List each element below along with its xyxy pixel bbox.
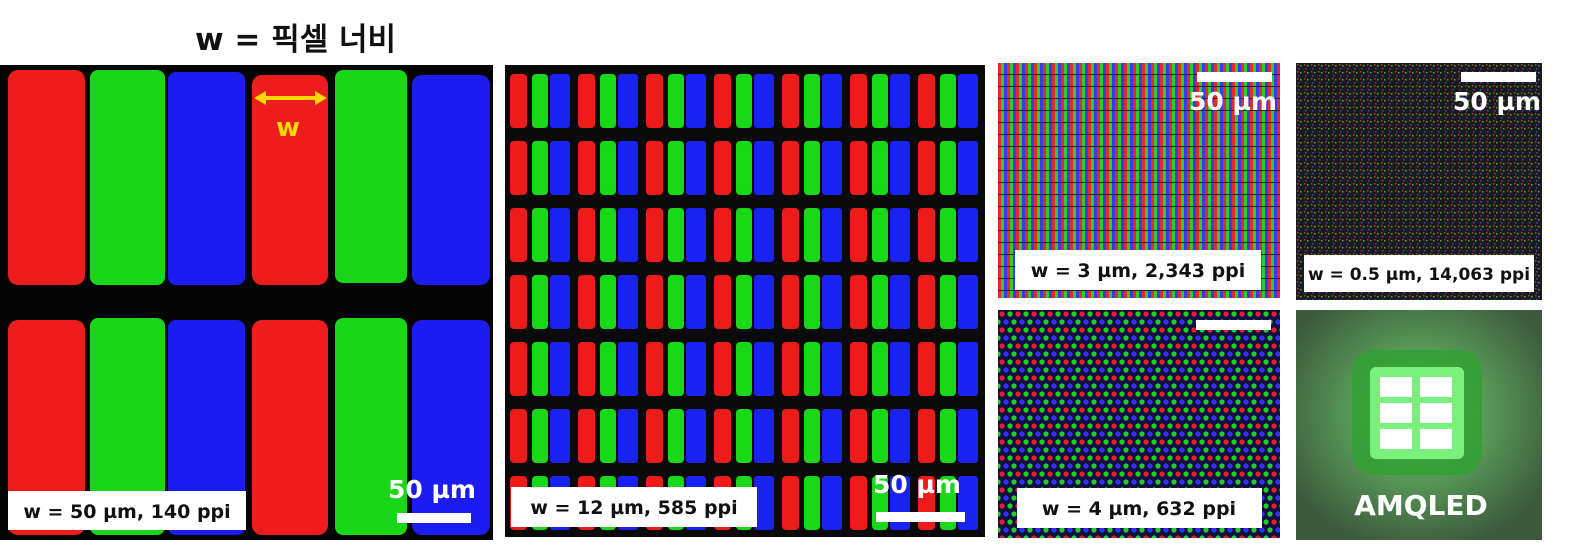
scale-label: 50 µm	[388, 475, 476, 504]
panel-speckle: 50 µm w = 0.5 µm, 14,063 ppi	[1296, 63, 1542, 300]
scale-label: 50 µm	[1453, 87, 1541, 116]
panel-medium-pixels: w = 12 µm, 585 ppi 50 µm	[505, 65, 985, 537]
panel-large-pixels: w w = 50 µm, 140 ppi 50 µm	[0, 65, 493, 540]
caption: w = 50 µm, 140 ppi	[23, 501, 230, 523]
w-label: w	[276, 113, 300, 143]
caption: w = 4 µm, 632 ppi	[1042, 498, 1236, 520]
panel-dots: w = 4 µm, 632 ppi	[998, 310, 1280, 538]
caption: w = 0.5 µm, 14,063 ppi	[1308, 265, 1530, 285]
title: w = 픽셀 너비	[195, 22, 396, 58]
panel-stripes: 50 µm w = 3 µm, 2,343 ppi	[998, 63, 1280, 298]
panel-device: AMQLED	[1296, 310, 1542, 540]
caption: w = 12 µm, 585 ppi	[530, 497, 737, 519]
scale-label: 50 µm	[1189, 87, 1277, 116]
scale-label: 50 µm	[873, 470, 961, 499]
caption: w = 3 µm, 2,343 ppi	[1031, 260, 1246, 282]
device-label: AMQLED	[1354, 489, 1488, 522]
